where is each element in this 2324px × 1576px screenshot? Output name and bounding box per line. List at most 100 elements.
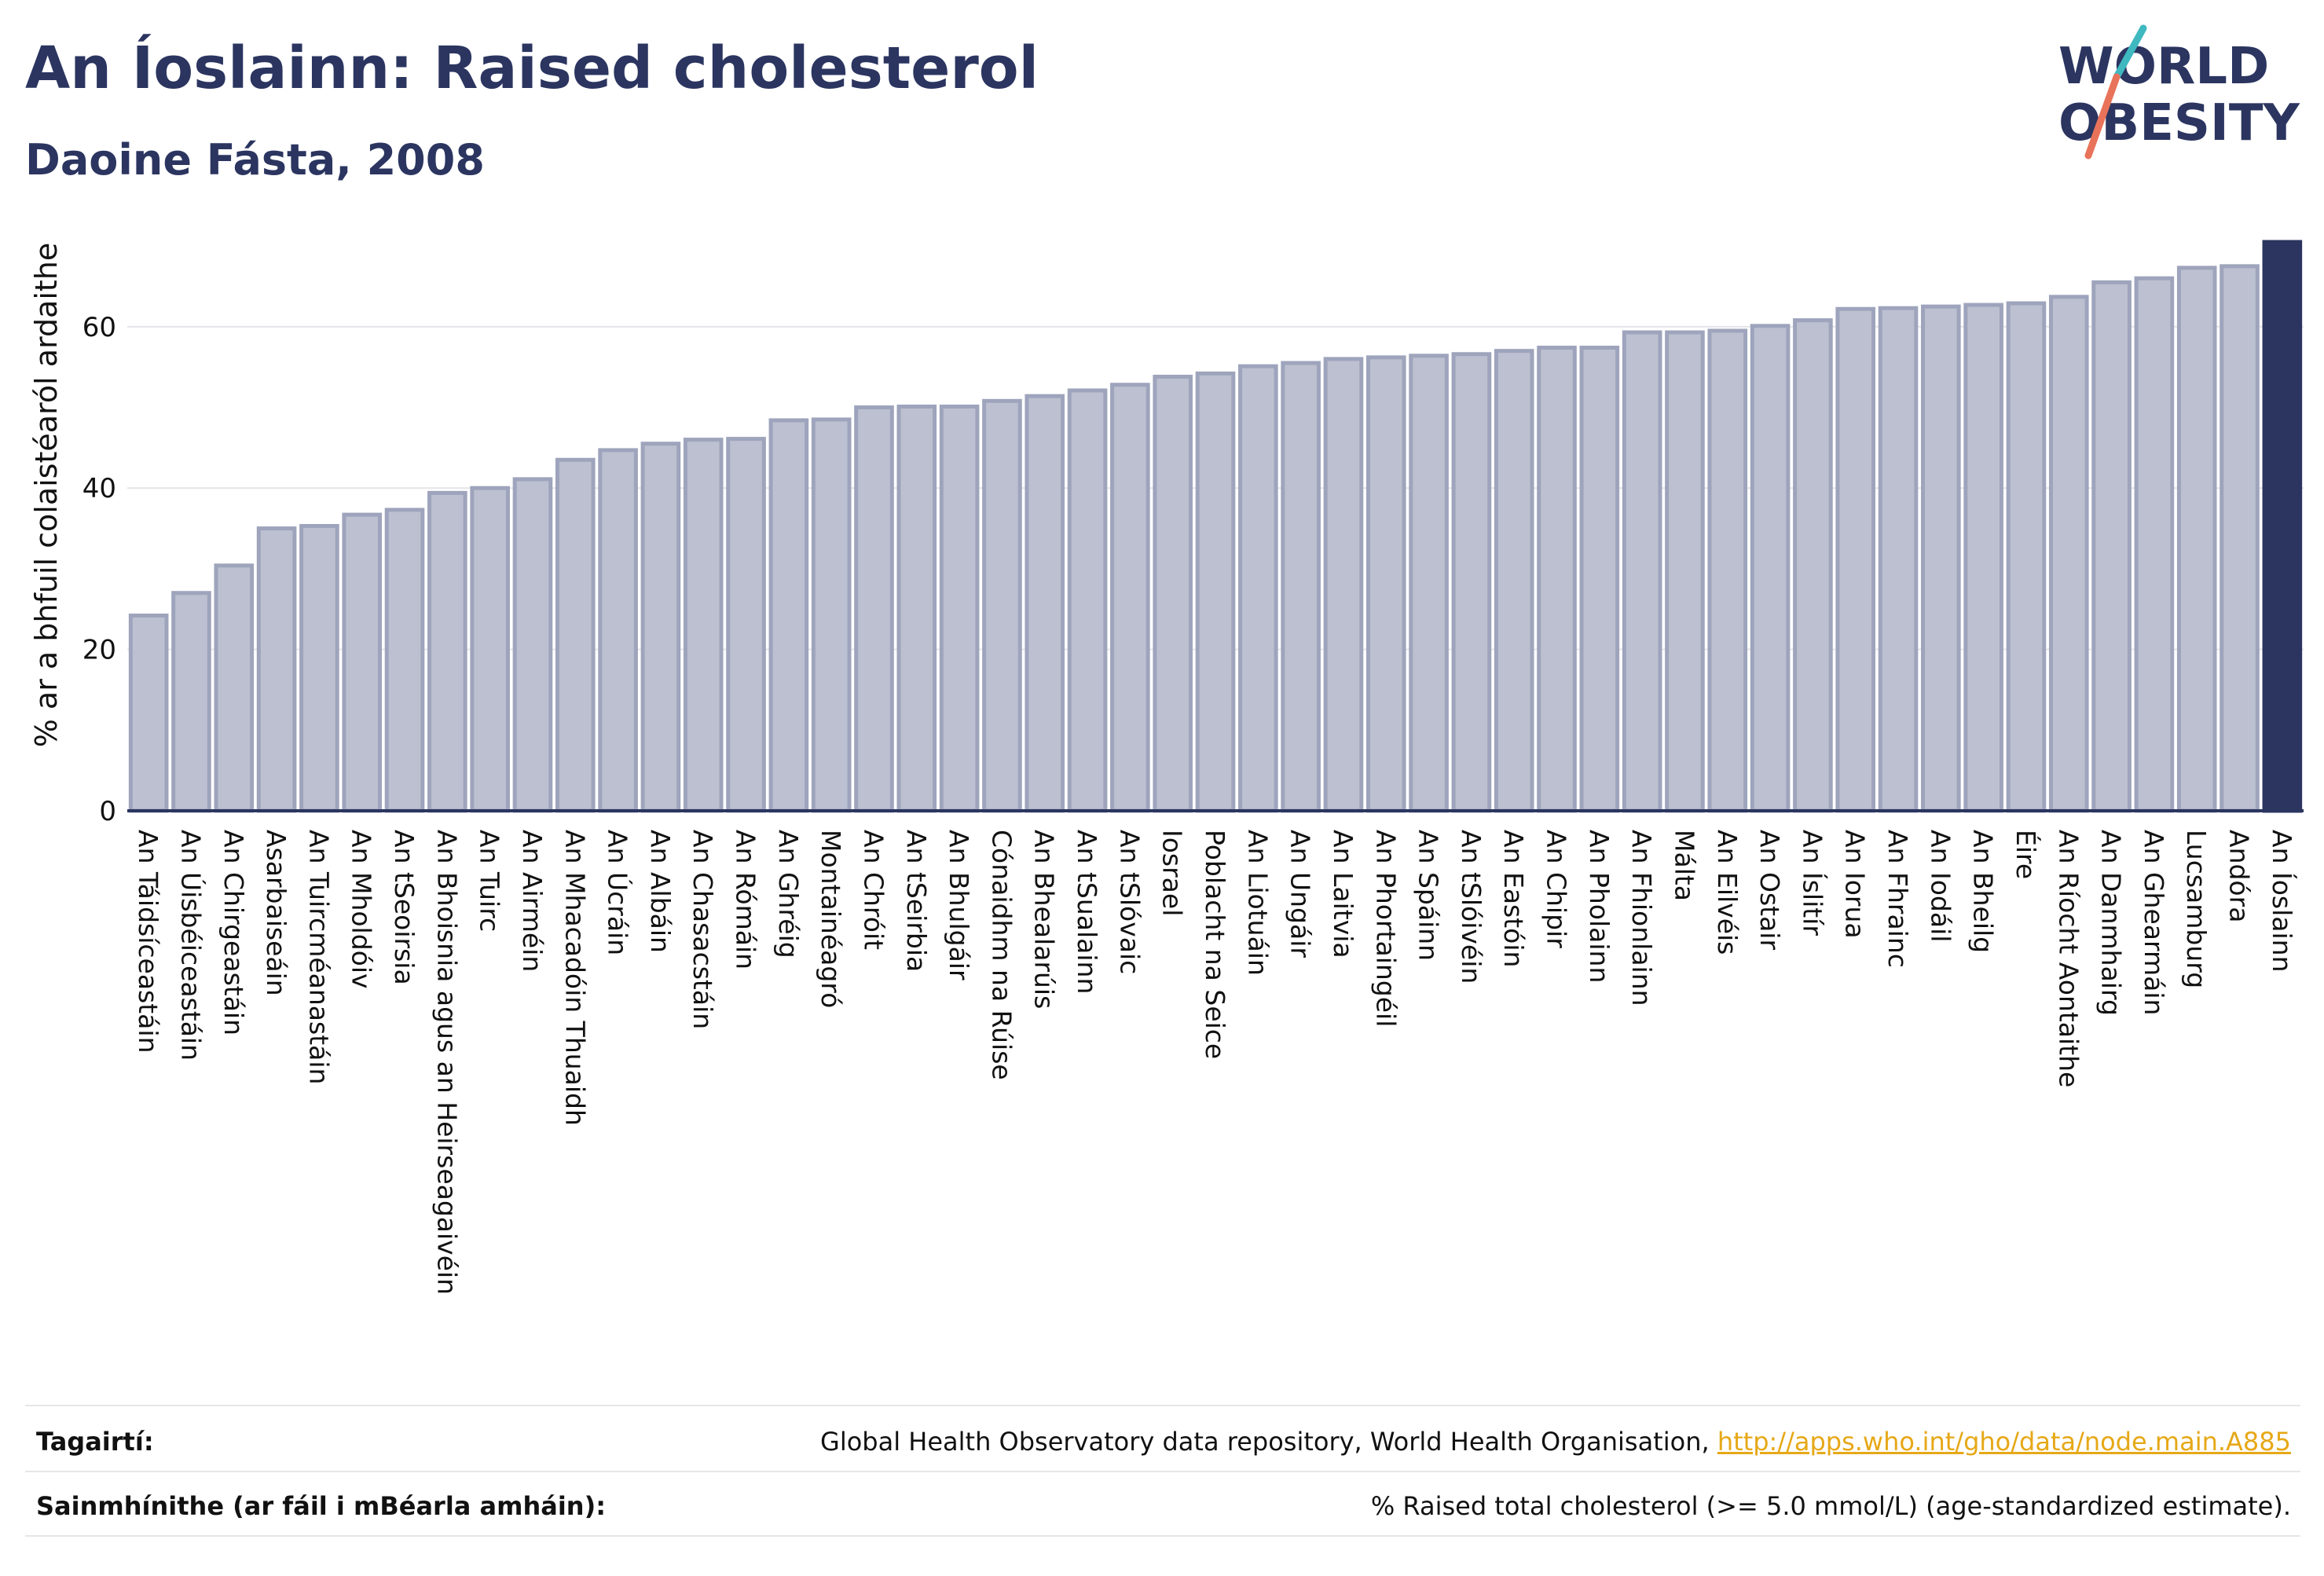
x-tick-label: An Chipir — [1541, 830, 1572, 948]
bar-chart: 0 20 40 60 % ar a bhfuil colaistéaról ardait… — [29, 240, 2304, 1295]
x-tick-label: Málta — [1669, 830, 1699, 901]
x-tick-label: An Chasacstáin — [687, 830, 718, 1029]
x-tick-label: An Airméin — [517, 830, 548, 972]
x-tick-label: An tSeoirsia — [389, 830, 420, 985]
x-tick-label: An Táidsíceastáin — [133, 830, 163, 1053]
x-tick-label: An Liotuáin — [1242, 830, 1273, 976]
x-tick-label: An Íoslainn — [2267, 830, 2298, 972]
references-link[interactable]: http://apps.who.int/gho/data/node.main.A… — [1717, 1427, 2291, 1457]
x-tick-label: An Bhulgáir — [944, 830, 974, 980]
x-tick-label: An tSlóvaic — [1114, 830, 1145, 974]
x-tick-label: An Bheilg — [1968, 830, 1999, 953]
x-tick-label: Montainéagró — [816, 830, 846, 1008]
bar — [1238, 364, 1278, 813]
x-tick-label: An Iodáil — [1925, 830, 1956, 942]
bar — [2091, 280, 2132, 813]
page-title: An Íoslainn: Raised cholesterol — [25, 35, 1039, 102]
x-tick-label: An Íslitír — [1797, 830, 1828, 936]
x-tick-label: An Tuircméanastáin — [303, 830, 334, 1084]
x-tick-label: An Albáin — [645, 830, 676, 953]
x-tick-label: An Bhealarúis — [1029, 830, 1060, 1009]
x-tick-label: An Spáinn — [1413, 830, 1444, 961]
bar — [1494, 349, 1534, 813]
bar — [128, 613, 169, 813]
x-tick-label: An Úisbéiceastáin — [175, 830, 207, 1061]
x-tick-label: Asarbaiseáin — [261, 830, 291, 996]
bar — [854, 405, 894, 813]
x-tick-label: An Ghréig — [773, 830, 804, 958]
bar — [1793, 318, 1833, 813]
x-tick-label: An Ungáir — [1285, 830, 1316, 958]
x-tick-label: An Eilvéis — [1712, 830, 1743, 955]
bar — [1153, 375, 1193, 813]
x-tick-label: Cónaidhm na Rúise — [986, 830, 1017, 1080]
bar — [768, 418, 809, 813]
bar — [2006, 301, 2047, 813]
world-obesity-logo[interactable]: WORLD OBESITY — [2043, 22, 2310, 171]
bar — [726, 437, 766, 813]
bar — [1067, 388, 1108, 813]
x-tick-label: An tSeirbia — [901, 830, 932, 972]
bar — [214, 563, 255, 813]
y-tick-label: 40 — [82, 473, 116, 504]
bar — [811, 417, 852, 813]
y-tick-label: 60 — [82, 312, 116, 343]
x-tick-label: An Úcráin — [603, 830, 634, 955]
bar — [1579, 346, 1620, 813]
bar — [171, 591, 211, 813]
x-tick-label: Poblacht na Seice — [1200, 830, 1230, 1059]
bar — [1665, 330, 1705, 813]
bar — [1110, 383, 1150, 813]
bar — [896, 404, 937, 813]
x-tick-label: An Mholdóiv — [346, 830, 377, 989]
x-tick-label: An Eastóin — [1498, 830, 1529, 967]
references-value: Global Health Observatory data repositor… — [820, 1427, 2291, 1457]
x-tick-label: An Ostair — [1754, 830, 1785, 950]
bar — [1409, 354, 1449, 813]
logo-slash-top — [2113, 24, 2147, 81]
x-tick-label: Iosrael — [1157, 830, 1188, 916]
x-tick-label: An tSualainn — [1072, 830, 1102, 994]
y-axis-label: % ar a bhfuil colaistéaról ardaithe — [29, 243, 64, 748]
definitions-label: Sainmhínithe (ar fáil i mBéarla amháin): — [36, 1491, 606, 1521]
bar — [640, 442, 681, 813]
bar — [1195, 371, 1236, 813]
x-tick-label: An Fhionlainn — [1626, 830, 1657, 1006]
bar — [1451, 352, 1492, 813]
page-subtitle: Daoine Fásta, 2008 — [25, 135, 485, 185]
x-tick-label: An Rómáin — [731, 830, 761, 969]
bar — [683, 438, 724, 813]
x-tick-label: An Ríocht Aontaithe — [2053, 830, 2084, 1087]
bar — [2262, 240, 2303, 813]
logo-slash-bottom — [2084, 73, 2121, 159]
bar — [1025, 394, 1065, 813]
bar — [299, 523, 339, 813]
bar — [342, 512, 383, 813]
bar — [512, 477, 553, 813]
x-tick-label: An Danmhairg — [2096, 830, 2127, 1016]
bar — [2048, 295, 2089, 813]
bar — [2220, 264, 2260, 813]
bar — [1921, 304, 1961, 813]
x-tick-label: An Mhacadóin Thuaidh — [559, 830, 590, 1126]
bar — [598, 448, 638, 813]
x-tick-label: Lucsamburg — [2181, 830, 2212, 988]
x-tick-label: An Phortaingéil — [1370, 830, 1401, 1027]
bar — [256, 526, 297, 813]
bar — [1622, 330, 1662, 813]
x-tick-label: An Ghearmáin — [2139, 830, 2169, 1015]
x-tick-label: An Bhoisnia agus an Heirseagaivéin — [431, 830, 462, 1295]
bar — [470, 486, 510, 813]
x-tick-label: An Iorua — [1840, 830, 1871, 939]
x-tick-label: An Chirgeastáin — [218, 830, 249, 1035]
x-tick-label: An Tuirc — [475, 830, 505, 932]
definitions-value: % Raised total cholesterol (>= 5.0 mmol/… — [1370, 1491, 2291, 1521]
bar — [384, 508, 425, 813]
bar — [2176, 266, 2217, 813]
bar — [1281, 361, 1321, 813]
bar — [555, 457, 596, 813]
bar — [1963, 302, 2003, 813]
x-tick-label: An Fhrainc — [1882, 830, 1913, 968]
references-text: Global Health Observatory data repositor… — [820, 1427, 1710, 1457]
bar — [2134, 276, 2175, 813]
